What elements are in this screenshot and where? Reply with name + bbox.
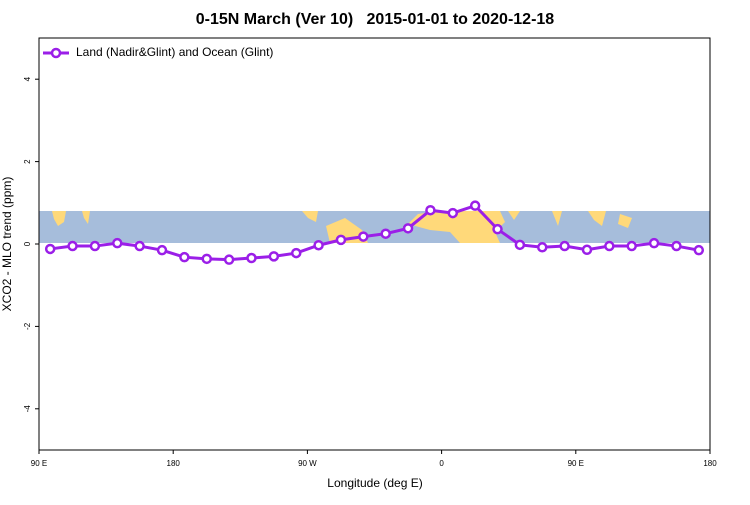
data-point bbox=[604, 240, 615, 252]
data-point bbox=[67, 240, 78, 252]
data-point bbox=[134, 240, 145, 252]
data-point bbox=[268, 251, 280, 262]
x-tick-label: 90 E bbox=[31, 459, 47, 468]
data-point bbox=[469, 200, 481, 211]
chart-title: 0-15N March (Ver 10) 2015-01-01 to 2020-… bbox=[196, 11, 555, 28]
data-point bbox=[581, 244, 593, 256]
data-point bbox=[514, 239, 526, 251]
x-tick-label: 180 bbox=[703, 459, 717, 468]
data-point bbox=[246, 252, 257, 264]
x-tick-label: 90 W bbox=[298, 459, 317, 468]
data-point bbox=[290, 247, 302, 259]
y-tick-label: -4 bbox=[23, 405, 32, 413]
y-axis-label: XCO2 - MLO trend (ppm) bbox=[0, 177, 14, 312]
x-tick-label: 180 bbox=[167, 459, 181, 468]
legend-marker bbox=[50, 47, 62, 59]
data-point bbox=[44, 243, 56, 255]
data-point bbox=[201, 253, 212, 265]
data-point bbox=[626, 240, 637, 252]
data-point bbox=[89, 240, 101, 252]
x-tick-label: 90 E bbox=[568, 459, 584, 468]
data-point bbox=[358, 231, 369, 242]
data-point bbox=[313, 239, 324, 251]
data-point bbox=[537, 242, 548, 253]
x-axis-label: Longitude (deg E) bbox=[327, 476, 422, 490]
data-point bbox=[335, 234, 347, 246]
data-point bbox=[671, 240, 682, 252]
data-point bbox=[156, 244, 168, 256]
data-point bbox=[648, 237, 660, 249]
y-tick-label: 0 bbox=[23, 241, 32, 246]
data-point bbox=[380, 228, 391, 239]
data-point bbox=[447, 207, 459, 219]
legend-label: Land (Nadir&Glint) and Ocean (Glint) bbox=[76, 45, 273, 59]
y-tick-label: 4 bbox=[23, 76, 32, 81]
data-point bbox=[559, 240, 570, 252]
y-tick-label: 2 bbox=[23, 159, 32, 164]
map-background bbox=[39, 211, 710, 243]
x-tick-label: 0 bbox=[439, 459, 444, 468]
data-point bbox=[693, 244, 705, 256]
data-point bbox=[112, 237, 123, 249]
data-point bbox=[425, 204, 436, 216]
data-point bbox=[179, 251, 190, 263]
data-point bbox=[492, 223, 503, 235]
y-tick-label: -2 bbox=[23, 322, 32, 330]
data-point bbox=[402, 223, 414, 234]
data-point bbox=[223, 254, 235, 265]
